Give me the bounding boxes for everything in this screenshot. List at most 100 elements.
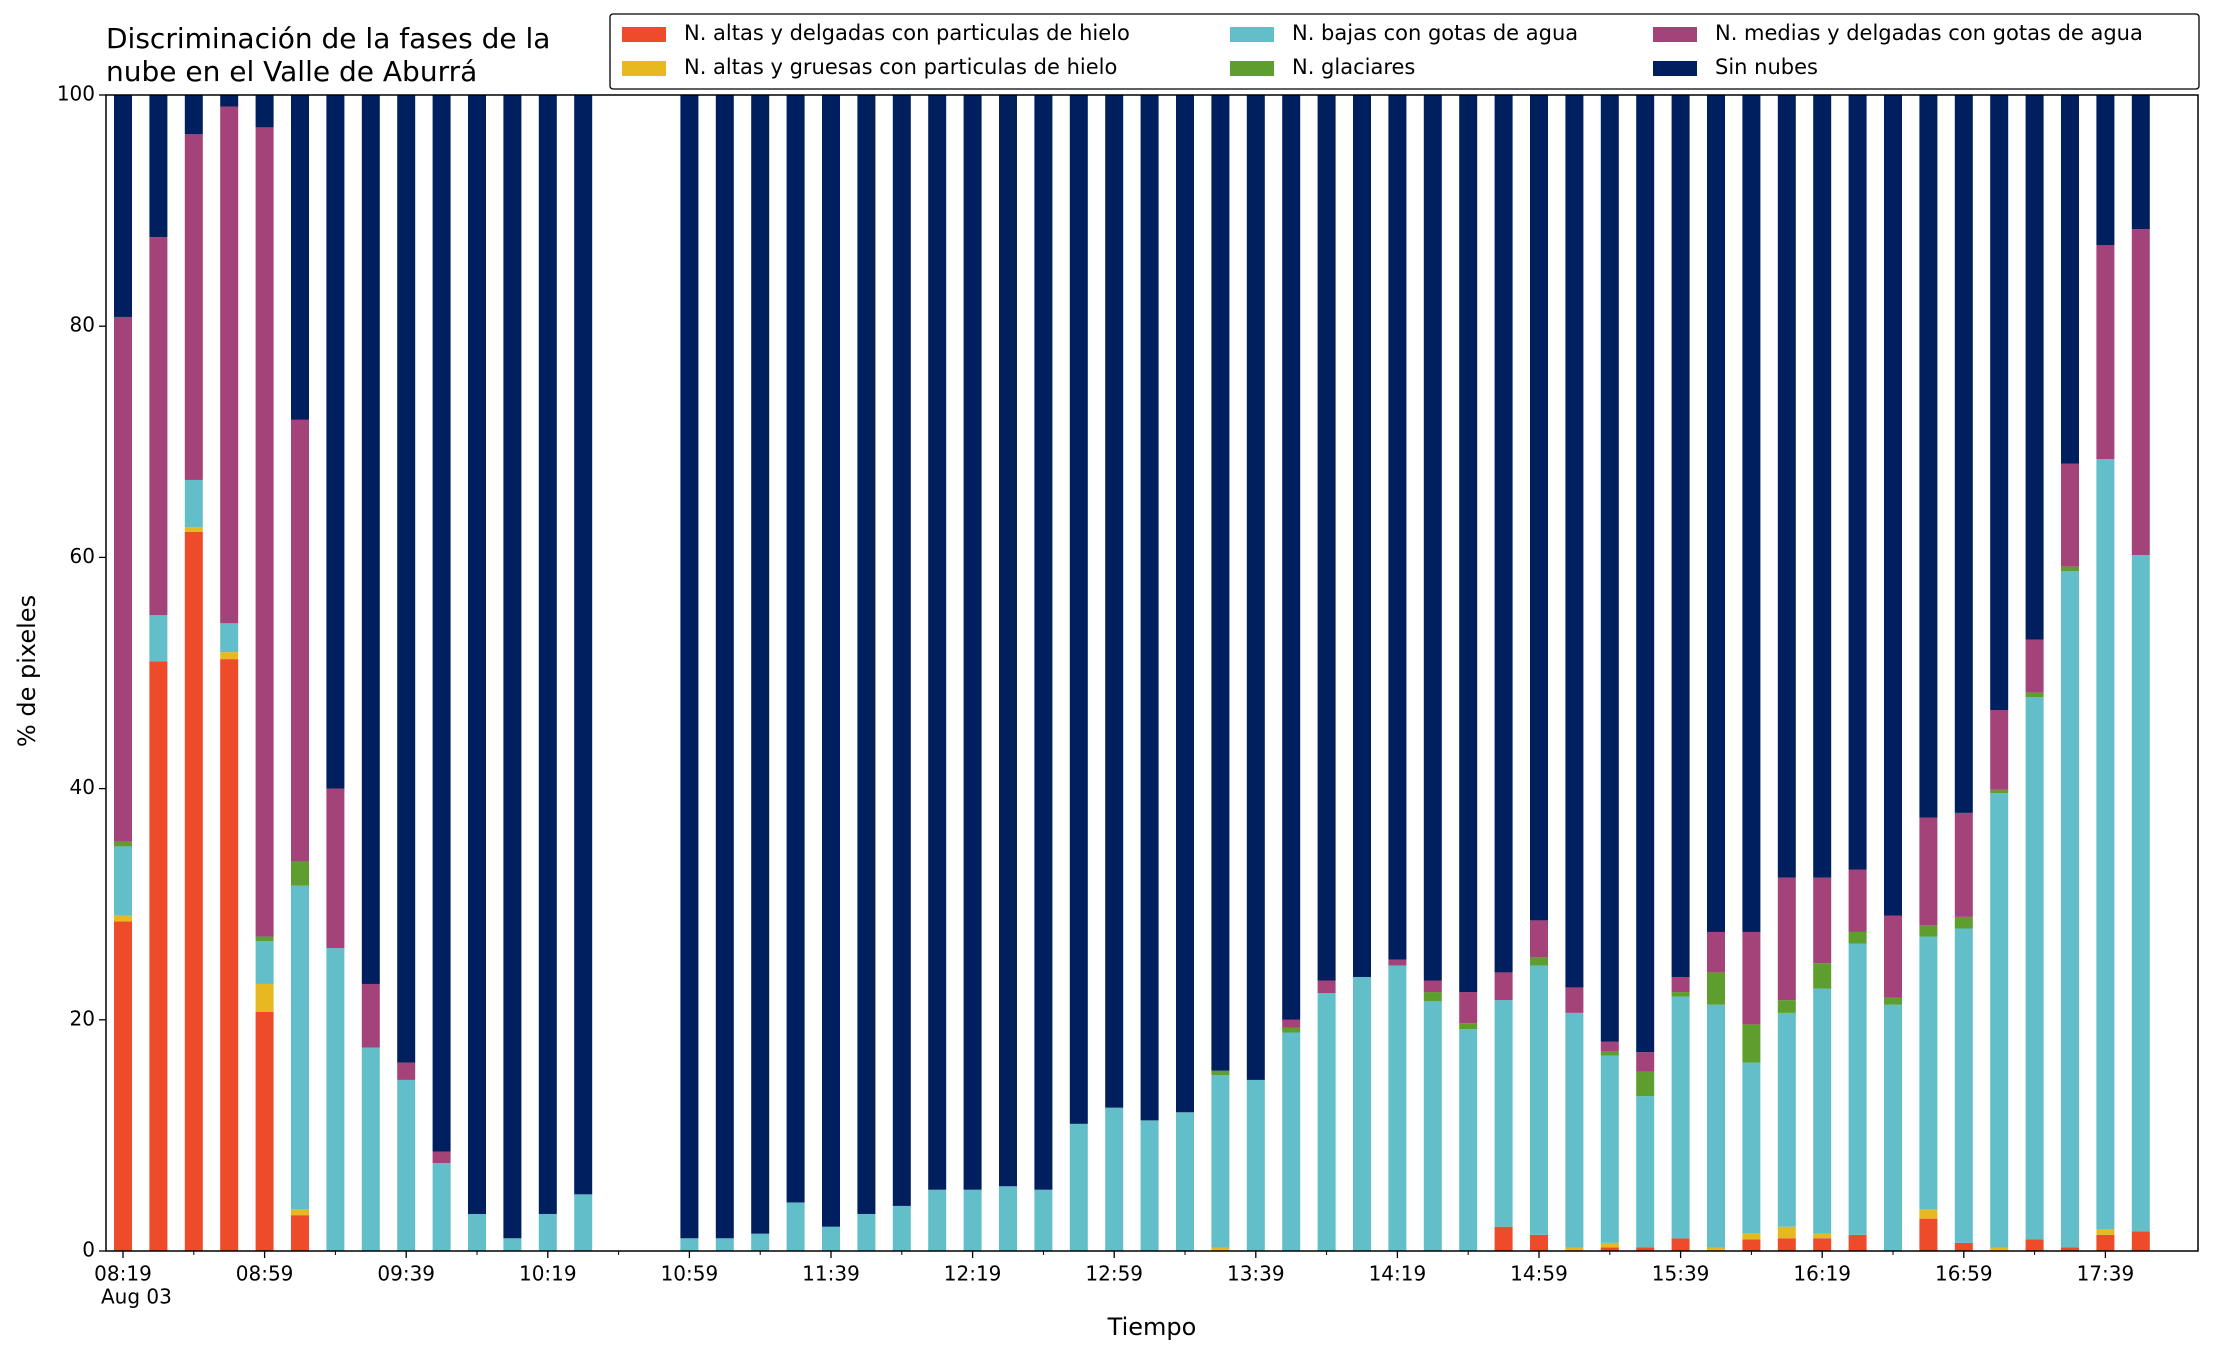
bar-segment	[999, 95, 1017, 1187]
bar-segment	[255, 983, 274, 1012]
bar-segment	[538, 95, 557, 1215]
bar-segment	[1353, 95, 1371, 978]
legend-box	[609, 13, 2200, 90]
bar-segment	[1388, 95, 1407, 960]
bar-segment	[397, 1062, 416, 1080]
bar-segment	[1990, 95, 2009, 710]
bar-segment	[715, 95, 734, 1239]
bar-segment	[1884, 997, 1902, 1005]
bar-segment	[1423, 980, 1442, 993]
bar-segment	[1707, 972, 1725, 1005]
bar-segment	[1742, 931, 1761, 1025]
bar-segment	[114, 915, 132, 922]
bar-segment	[1565, 1247, 1584, 1251]
bar-segment	[999, 1186, 1017, 1251]
bar-segment	[1813, 95, 1832, 878]
bar-segment	[114, 316, 132, 842]
bar-segment	[2096, 95, 2115, 246]
bar-segment	[1813, 1233, 1832, 1239]
bar-segment	[1494, 1226, 1513, 1251]
bar-segment	[928, 1189, 947, 1251]
chart-title: Discriminación de la fases de la	[106, 22, 550, 55]
bar-segment	[2131, 229, 2150, 556]
bar-segment	[822, 1226, 840, 1251]
bar-segment	[1671, 996, 1690, 1239]
bar-segment	[1742, 1062, 1761, 1234]
plot-frame	[105, 94, 2199, 1252]
bar-segment	[1565, 987, 1584, 1013]
x-tick-label: 10:59	[661, 1262, 719, 1286]
legend-label: Sin nubes	[1715, 55, 1818, 79]
bar-segment	[1813, 877, 1832, 964]
bar-segment	[1494, 972, 1513, 1001]
bar-segment	[184, 527, 203, 532]
bar-segment	[1707, 1247, 1725, 1251]
bar-segment	[2096, 1234, 2115, 1251]
bar-segment	[2061, 571, 2079, 1248]
bar-segment	[1140, 1120, 1159, 1251]
bar-segment	[892, 95, 911, 1206]
bar-segment	[291, 1215, 309, 1251]
bar-segment	[1954, 928, 1973, 1243]
bar-segment	[1423, 95, 1442, 981]
bar-segment	[1211, 1075, 1230, 1248]
bar-segment	[149, 95, 168, 238]
bar-segment	[1105, 1107, 1124, 1251]
x-tick-label: 13:39	[1227, 1262, 1285, 1286]
bar-segment	[1034, 95, 1053, 1190]
bar-segment	[326, 948, 345, 1251]
legend-label: N. altas y delgadas con particulas de hi…	[684, 21, 1130, 45]
bar-segment	[1459, 1023, 1478, 1030]
y-tick-label: 80	[70, 313, 95, 337]
bar-segment	[1459, 95, 1478, 993]
bar-segment	[574, 1194, 593, 1251]
bar-segment	[786, 95, 805, 1203]
legend-label: N. medias y delgadas con gotas de agua	[1715, 21, 2143, 45]
bar-segment	[1388, 965, 1407, 1251]
bar-segment	[1069, 95, 1088, 1124]
bar-segment	[114, 841, 132, 847]
bar-segment	[1636, 1247, 1655, 1251]
bar-segment	[2096, 1229, 2115, 1235]
bar-segment	[1600, 1247, 1619, 1251]
chart-title: nube en el Valle de Aburrá	[106, 55, 477, 88]
bar-segment	[1530, 920, 1548, 958]
bar-segment	[2061, 463, 2079, 567]
bar-segment	[1813, 1238, 1832, 1251]
bar-segment	[1777, 877, 1796, 1001]
bar-segment	[1282, 1032, 1301, 1251]
legend-swatch	[1653, 27, 1697, 42]
bar-segment	[1636, 1096, 1655, 1248]
bar-segment	[1282, 95, 1301, 1020]
bar-segment	[1954, 812, 1973, 917]
bar-segment	[432, 95, 451, 1152]
bar-segment	[751, 95, 770, 1234]
bar-segment	[963, 95, 982, 1190]
legend-label: N. bajas con gotas de agua	[1292, 21, 1578, 45]
bar-segment	[2131, 1231, 2150, 1251]
bar-segment	[1317, 980, 1336, 994]
bar-segment	[751, 1233, 770, 1251]
bar-segment	[2131, 95, 2150, 230]
bar-segment	[432, 1163, 451, 1251]
bar-segment	[114, 95, 132, 317]
bar-segment	[361, 983, 380, 1048]
bar-segment	[291, 95, 309, 420]
bar-segment	[2061, 1247, 2079, 1251]
bar-segment	[361, 1047, 380, 1251]
bar-segment	[1246, 95, 1265, 1080]
bar-segment	[928, 95, 947, 1190]
bar-segment	[1317, 95, 1336, 981]
bar-segment	[2061, 566, 2079, 572]
bar-segment	[432, 1151, 451, 1164]
bar-segment	[1919, 1209, 1938, 1219]
bar-segment	[184, 95, 203, 135]
bar-segment	[397, 95, 416, 1063]
y-tick-label: 60	[70, 544, 95, 568]
bar-segment	[822, 95, 840, 1227]
bar-segment	[857, 1214, 876, 1251]
x-tick-label: 16:19	[1793, 1262, 1851, 1286]
bar-segment	[1777, 95, 1796, 878]
